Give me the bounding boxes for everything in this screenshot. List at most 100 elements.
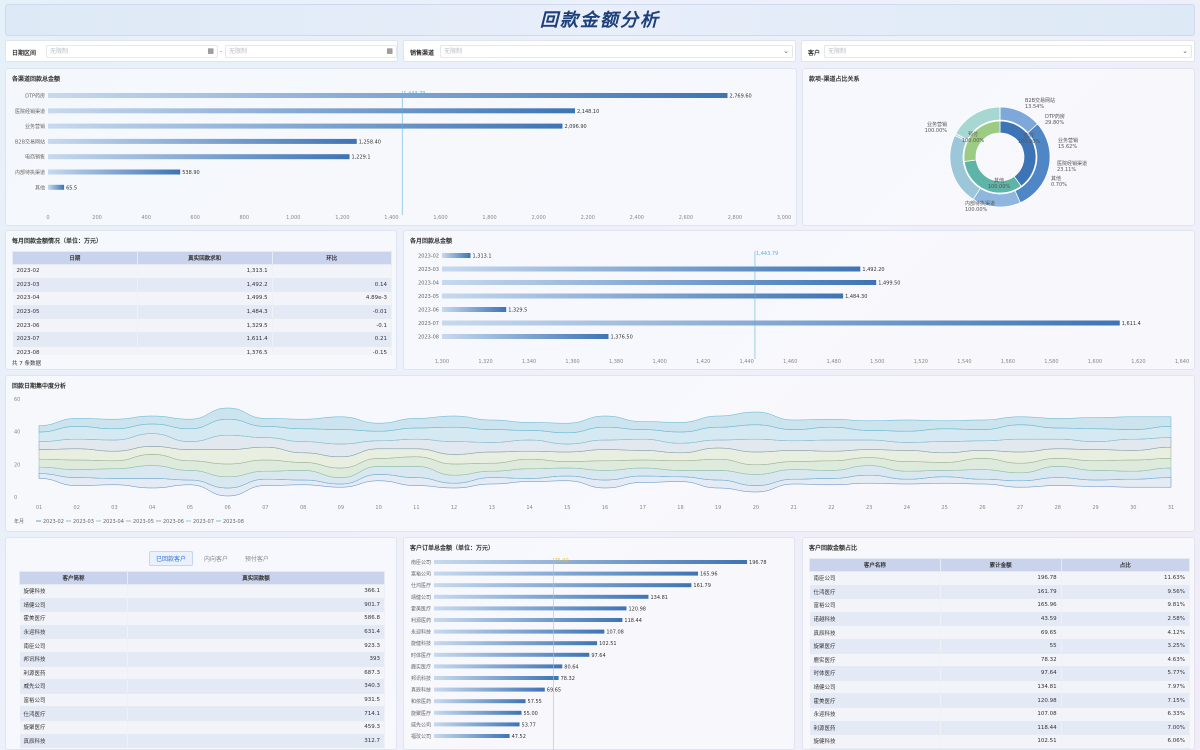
x-tick-label: 1,340 (522, 359, 536, 365)
channel-filter-label: 销售渠道 (410, 50, 435, 57)
monthly-table-wrap[interactable]: 日期 真实回款求和 环比 2023-02 1,313.1 2023-03 1,492.… (12, 251, 392, 355)
table-row[interactable]: 2023-03 1,492.2 0.14 (12, 278, 392, 293)
table-row[interactable]: 2023-02 1,313.1 (12, 264, 392, 279)
date-end-input[interactable]: 无限制 ▦ (225, 45, 397, 58)
channel-panel: 各渠道回款总金额 0 200 400 600 800 1,000 1,200 1,400 1,6… (5, 68, 797, 226)
col-share-amount[interactable]: 累计金额 (939, 558, 1062, 572)
table-cell: 1,499.5 (137, 291, 273, 306)
tab-prepaid-customers[interactable]: 预付客户 (244, 556, 269, 563)
table-row[interactable]: 鹿实医疗 78.32 4.63% (809, 653, 1190, 668)
table-row[interactable]: 2023-05 1,484.3 -0.01 (12, 305, 392, 320)
bar-value-label: 1,611.4 (1122, 321, 1141, 327)
donut-inner-slice (963, 120, 1001, 162)
col-sum[interactable]: 真实回款求和 (136, 251, 273, 265)
table-row[interactable]: 2023-06 1,329.5 -0.1 (12, 318, 392, 333)
bar (434, 676, 559, 680)
x-tick-label: 600 (190, 215, 200, 221)
table-row[interactable]: 永迎科技 631.4 (19, 625, 385, 640)
table-row[interactable]: 利源医药 687.3 (19, 666, 385, 681)
channel-chart-title: 各渠道回款总金额 (12, 76, 61, 83)
table-cell: 旋聚医疗 (809, 639, 941, 654)
col-customer[interactable]: 客户简称 (19, 571, 128, 585)
table-row[interactable]: 永迎科技 107.08 6.33% (809, 707, 1190, 722)
bar-value-label: 53.77 (522, 722, 536, 728)
table-cell: 118.44 (940, 721, 1062, 736)
table-cell: 1,313.1 (137, 264, 273, 279)
x-tick-label: 1,600 (1088, 359, 1102, 365)
table-row[interactable]: 旋聚医疗 459.3 (19, 720, 385, 735)
table-row[interactable]: 南臣公司 923.3 (19, 638, 385, 653)
col-ratio[interactable]: 环比 (271, 251, 392, 265)
table-row[interactable]: 仕鸿医疗 714.1 (19, 706, 385, 721)
bar (442, 334, 609, 339)
table-cell: 富裕公司 (19, 693, 128, 708)
table-cell: 161.79 (940, 585, 1062, 600)
customer-list-panel: 已回款客户 内向客户 预付客户 客户简称 真实回款额 旋健科技 366.1 靖健公司… (5, 537, 397, 750)
table-row[interactable]: 真辰科技 69.65 4.12% (809, 625, 1190, 640)
table-row[interactable]: 2023-07 1,611.4 0.21 (12, 332, 392, 347)
x-tick-label: 800 (239, 215, 249, 221)
x-tick-label: 13 (489, 505, 495, 511)
tab-inbound-customers[interactable]: 内向客户 (203, 556, 228, 563)
table-cell: -0.01 (272, 305, 392, 320)
channel-select[interactable]: 无限制 ⌄ (440, 45, 793, 58)
bar (434, 687, 545, 692)
table-row[interactable]: 富裕公司 931.5 (19, 693, 385, 708)
table-row[interactable]: 霍美医疗 586.8 (19, 611, 385, 626)
table-row[interactable]: 邦讯科技 393 (19, 652, 385, 667)
x-tick-label: 28 (1055, 505, 1061, 511)
table-row[interactable]: 南臣公司 196.78 11.63% (809, 571, 1190, 586)
category-label: 电商销售 (25, 154, 45, 161)
table-row[interactable]: 利源医药 118.44 7.00% (809, 721, 1190, 736)
col-date[interactable]: 日期 (12, 251, 138, 265)
legend-item: 2023-03 (73, 519, 94, 525)
customer-select[interactable]: 无限制 ⌄ (824, 45, 1192, 58)
channel-bar-chart: 0 200 400 600 800 1,000 1,200 1,400 1,600 1,800 2,… (15, 91, 791, 221)
tab-paid-customers[interactable]: 已回款客户 (149, 551, 194, 566)
table-row[interactable]: 靖健公司 901.7 (19, 598, 385, 613)
legend-item: 2023-02 (43, 519, 64, 525)
table-row[interactable]: 旋健科技 102.51 6.06% (809, 734, 1190, 749)
bar (434, 583, 692, 588)
x-tick-label: 1,460 (783, 359, 797, 365)
donut-label-pct: 15.62% (1058, 144, 1077, 150)
bar (434, 652, 590, 657)
table-row[interactable]: 时体医疗 97.64 5.77% (809, 666, 1190, 681)
table-row[interactable]: 霍美医疗 120.98 7.15% (809, 693, 1190, 708)
table-row[interactable]: 仕鸿医疗 161.79 9.56% (809, 585, 1190, 600)
table-row[interactable]: 富裕公司 165.96 9.81% (809, 598, 1190, 613)
bar (48, 93, 728, 98)
date-start-input[interactable]: 无限制 ▦ (46, 45, 218, 58)
bar-value-label: 2,148.10 (577, 109, 599, 115)
bar-value-label: 2,769.60 (729, 94, 751, 100)
bar-value-label: 1,376.50 (611, 335, 633, 341)
table-row[interactable]: 旋聚医疗 55 3.25% (809, 639, 1190, 654)
table-cell: 2.58% (1061, 612, 1190, 627)
table-row[interactable]: 2023-04 1,499.5 4.89e-3 (12, 291, 392, 306)
channel-filter: 销售渠道 无限制 ⌄ (403, 40, 796, 62)
table-row[interactable]: 靖健公司 134.81 7.97% (809, 680, 1190, 695)
table-row[interactable]: 威先公司 340.3 (19, 679, 385, 694)
category-label: 2023-03 (418, 267, 439, 273)
table-cell: 7.00% (1061, 721, 1190, 736)
table-row[interactable]: 真辰科技 312.7 (19, 734, 385, 749)
bar-value-label: 1,229.1 (352, 155, 371, 161)
bar-value-label: 55.00 (524, 711, 538, 717)
category-label: 真辰科技 (411, 687, 431, 694)
table-cell: 南臣公司 (19, 638, 128, 653)
col-paid[interactable]: 真实回款额 (127, 571, 385, 585)
table-row[interactable]: 旋健科技 366.1 (19, 584, 385, 599)
table-row[interactable]: 诺越科技 43.59 2.58% (809, 612, 1190, 627)
table-cell: 仕鸿医疗 (809, 585, 941, 600)
donut-panel: 款项-渠道占比关系 B2B交易网站 13.54% DTP药房 29.80% 业务营销 15… (802, 68, 1195, 226)
x-tick-label: 1,400 (652, 359, 666, 365)
table-row[interactable]: 2023-08 1,376.5 -0.15 (12, 346, 392, 355)
col-share-name[interactable]: 客户名称 (809, 558, 941, 572)
monthly-chart-title: 各月回款总金额 (410, 238, 453, 245)
bar-value-label: 47.52 (512, 734, 526, 740)
col-share-pct[interactable]: 占比 (1060, 558, 1190, 572)
customer-share-wrap[interactable]: 客户名称 累计金额 占比 南臣公司 196.78 11.63% 仕鸿医疗 161.79 9… (809, 558, 1190, 750)
table-cell: 931.5 (127, 693, 385, 708)
customer-table-wrap[interactable]: 客户简称 真实回款额 旋健科技 366.1 靖健公司 901.7 霍美医疗 586.8 永迎… (19, 571, 385, 750)
bar (442, 266, 861, 272)
